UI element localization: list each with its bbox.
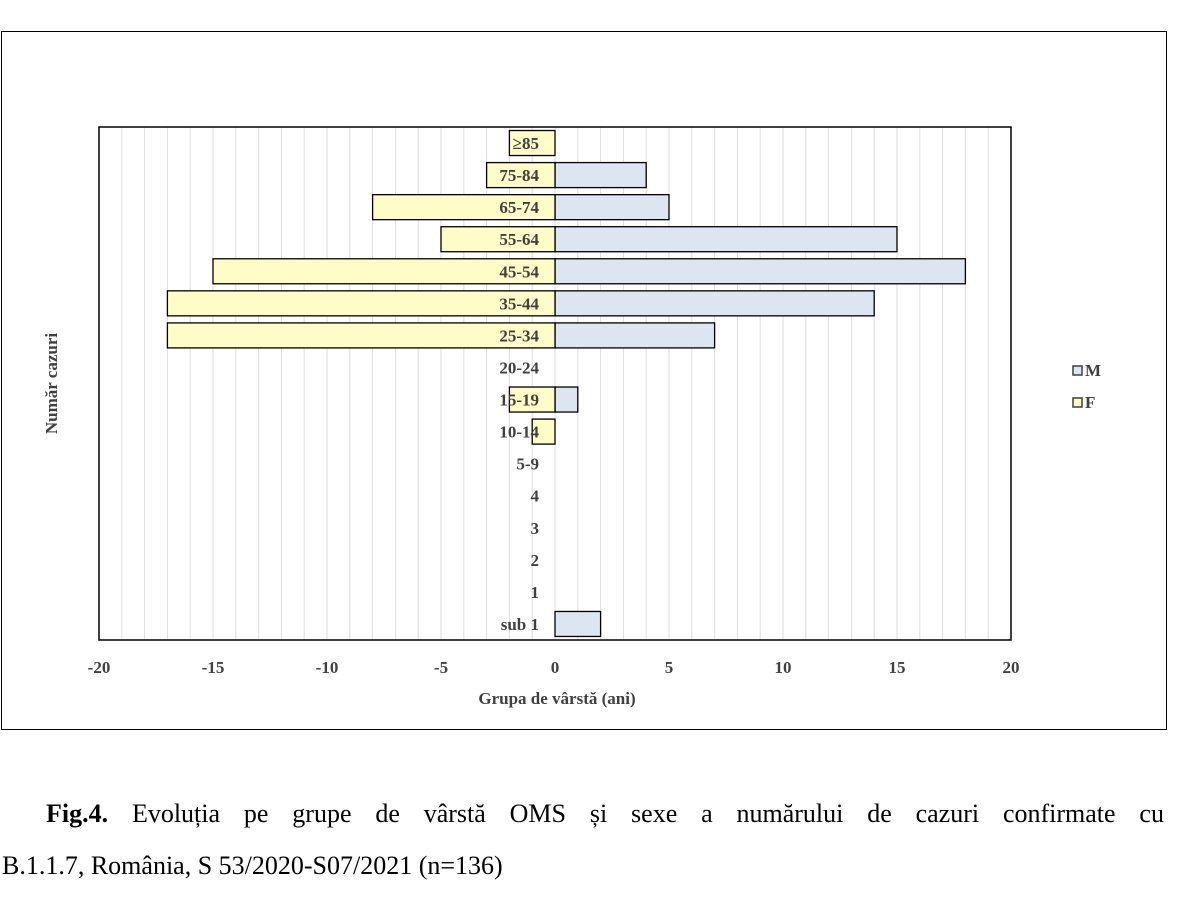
x-tick-label: 20: [1003, 658, 1020, 677]
category-label: 1: [531, 583, 540, 602]
caption-word: OMS: [509, 799, 567, 828]
caption-word: confirmate: [1002, 799, 1116, 828]
category-label: ≥85: [513, 134, 539, 153]
caption-word: vârstă: [423, 799, 486, 828]
caption-word: de: [375, 799, 400, 828]
category-labels: sub 1 1 2 3 4 5-9 10-14 15-19 20-24 25-34 35-44 45-…: [499, 134, 539, 634]
caption-word: grupe: [292, 799, 352, 828]
bar-m-55-64: [554, 226, 898, 253]
x-tick-label: 15: [889, 658, 906, 677]
bar-f-≥85: [508, 129, 556, 157]
bar-f-55-64: [440, 226, 556, 253]
legend-label-m: M: [1085, 361, 1101, 380]
x-tick-label: -10: [316, 658, 339, 677]
figure-frame: sub 1 1 2 3 4 5-9 10-14 15-19 20-24 25-34 35-44 45-…: [1, 31, 1167, 730]
bar-m-25-34: [554, 322, 716, 349]
caption-word: cu: [1139, 799, 1164, 828]
chart: sub 1 1 2 3 4 5-9 10-14 15-19 20-24 25-34 35-44 45-…: [42, 126, 1101, 708]
x-tick-label: 0: [551, 658, 560, 677]
category-label: 10-14: [499, 423, 539, 442]
caption-word: pe: [243, 799, 269, 828]
legend-swatch-f: [1072, 397, 1083, 408]
caption-word: sexe: [631, 799, 678, 828]
y-axis-title: Număr cazuri: [42, 333, 61, 434]
category-label: 35-44: [499, 294, 539, 313]
category-label: sub 1: [501, 615, 539, 634]
caption-word: cazuri: [915, 799, 980, 828]
category-label: 65-74: [499, 198, 539, 217]
category-label: 55-64: [499, 230, 539, 249]
category-label: 2: [531, 551, 540, 570]
x-tick-label: -5: [434, 658, 448, 677]
bar-f-10-14: [531, 418, 556, 445]
category-label: 15-19: [499, 391, 539, 410]
x-tick-label: 10: [775, 658, 792, 677]
category-label: 5-9: [516, 455, 539, 474]
bar-m-sub 1: [554, 610, 602, 638]
x-tick-label: -15: [202, 658, 225, 677]
bar-m-35-44: [554, 290, 875, 317]
caption-word: și: [589, 799, 608, 828]
bar-f-65-74: [371, 194, 556, 221]
caption-word: a: [701, 799, 713, 828]
plot-area-border: [98, 126, 1012, 641]
bar-m-75-84: [554, 161, 647, 189]
category-label: 3: [531, 519, 540, 538]
x-tick-labels: -20 -15 -10 -5 0 5 10 15 20: [88, 658, 1020, 677]
legend-swatch-m: [1072, 365, 1083, 376]
bar-f-45-54: [212, 258, 556, 285]
bar-f-15-19: [508, 386, 556, 413]
caption-line-2: B.1.1.7, România, S 53/2020-S07/2021 (n=…: [2, 851, 503, 880]
category-label: 25-34: [499, 326, 539, 345]
category-label: 45-54: [499, 262, 539, 281]
bar-f-35-44: [166, 290, 556, 317]
category-label: 4: [531, 487, 540, 506]
bar-f-75-84: [485, 161, 556, 189]
bar-m-65-74: [554, 194, 670, 221]
bar-m-15-19: [554, 386, 579, 413]
bar-f-25-34: [166, 322, 556, 349]
caption-word: de: [867, 799, 892, 828]
x-axis-title: Grupa de vârstă (ani): [478, 689, 635, 708]
legend: MF: [1072, 361, 1101, 412]
category-label: 75-84: [499, 166, 539, 185]
category-label: 20-24: [499, 358, 539, 377]
bar-m-45-54: [554, 258, 967, 285]
bars: [166, 129, 967, 638]
caption-word: numărului: [736, 799, 844, 828]
caption-label: Fig.4.: [46, 799, 109, 828]
legend-label-f: F: [1085, 393, 1095, 412]
caption-word: Evoluția: [131, 799, 221, 828]
figure-caption: Fig.4. Evoluția pe grupe de vârstă OMS și sexe a…: [2, 788, 1164, 892]
x-tick-label: -20: [88, 658, 111, 677]
x-tick-label: 5: [665, 658, 674, 677]
